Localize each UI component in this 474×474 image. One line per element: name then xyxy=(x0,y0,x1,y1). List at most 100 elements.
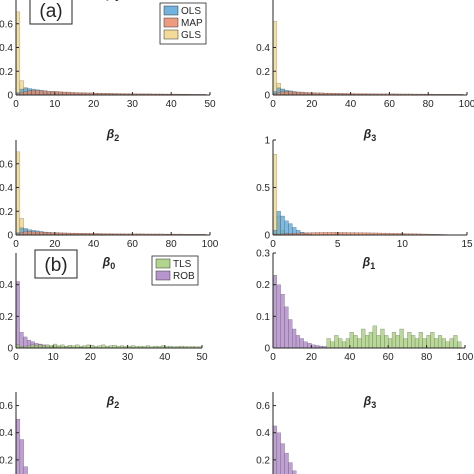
x-tick-label: 100 xyxy=(459,99,474,110)
y-tick-label: 0.2 xyxy=(0,67,13,78)
bar-map xyxy=(23,231,28,236)
bar-tls xyxy=(364,335,370,349)
bar-rob xyxy=(19,439,24,474)
bar-rob xyxy=(19,331,24,349)
bar-map xyxy=(42,90,48,96)
series-map xyxy=(15,90,207,96)
bar-map xyxy=(284,91,289,96)
x-tick-label: 20 xyxy=(306,352,318,363)
chart-panel-b-beta2: 00.20.40.6β2 xyxy=(0,392,119,474)
y-tick-label: 0.5 xyxy=(256,183,270,194)
series-map xyxy=(15,231,207,236)
y-tick-label: 0.3 xyxy=(256,249,270,260)
x-tick-label: 80 xyxy=(166,239,178,250)
legend-swatch-ols xyxy=(163,5,179,16)
bar-tls xyxy=(453,335,458,349)
bar-tls xyxy=(403,338,408,349)
bar-rob xyxy=(276,432,281,474)
x-tick-label: 40 xyxy=(345,99,357,110)
panel-title: β3 xyxy=(363,394,376,410)
bar-gls xyxy=(15,11,21,96)
bar-tls xyxy=(361,328,366,349)
panel-title: β0 xyxy=(102,255,115,271)
bar-ols xyxy=(284,220,289,236)
legend-swatch-map xyxy=(163,17,179,28)
chart-panel-a-beta1: 0 20 40 60 80 100 0 0.2 0.4 xyxy=(256,0,474,110)
x-tick-label: 0 xyxy=(270,99,276,110)
bar-map xyxy=(35,90,40,96)
bar-map xyxy=(27,90,32,96)
x-tick-label: 30 xyxy=(122,352,134,363)
bar-rob xyxy=(303,341,308,349)
y-tick-label: 0 xyxy=(7,231,13,242)
x-tick-label: 100 xyxy=(202,239,219,250)
bar-tls xyxy=(334,335,339,349)
bar-rob xyxy=(299,338,304,349)
bar-rob xyxy=(284,452,289,474)
bar-tls xyxy=(418,331,423,349)
bar-tls xyxy=(430,331,435,349)
legend-swatch-tls xyxy=(155,258,171,269)
panel-title: β3 xyxy=(363,127,376,143)
bar-rob xyxy=(272,274,278,349)
x-tick-label: 0 xyxy=(13,352,19,363)
panel-title: β0 xyxy=(106,0,119,3)
legend-label-rob: ROB xyxy=(173,271,195,282)
x-tick-label: 5 xyxy=(335,239,341,250)
panel-title: β2 xyxy=(106,394,119,410)
bar-map xyxy=(23,91,28,96)
x-tick-label: 20 xyxy=(306,99,318,110)
x-tick-label: 50 xyxy=(204,99,216,110)
y-tick-label: 0.2 xyxy=(256,67,270,78)
bar-tls xyxy=(445,341,450,349)
series-ols xyxy=(272,211,312,236)
series-map xyxy=(272,91,464,96)
panel-a-label-box xyxy=(29,0,73,25)
bar-tls xyxy=(407,331,412,349)
x-tick-label: 40 xyxy=(166,99,178,110)
bar-map xyxy=(27,231,32,236)
bar-tls xyxy=(357,338,362,349)
bar-tls xyxy=(345,338,350,349)
bar-tls xyxy=(399,328,404,349)
x-tick-label: 60 xyxy=(384,99,396,110)
bar-map xyxy=(288,91,293,96)
y-tick-label: 0 xyxy=(264,91,270,102)
bar-tls xyxy=(449,338,454,349)
bar-gls xyxy=(15,151,21,236)
panel-a-label-text: (a) xyxy=(39,1,62,22)
x-tick-label: 0 xyxy=(13,239,19,250)
x-tick-label: 20 xyxy=(85,352,97,363)
bar-tls xyxy=(434,338,439,349)
bar-rob xyxy=(292,328,297,349)
series-rob xyxy=(272,274,327,349)
legend-swatch-rob xyxy=(155,270,171,281)
x-tick-label: 15 xyxy=(461,239,473,250)
chart-panel-a-beta2: 0 20 40 60 80 100 0 0.2 0.4 0.6 β2 xyxy=(0,127,219,250)
y-tick-label: 0.4 xyxy=(0,280,13,291)
legend-label-map: MAP xyxy=(181,18,203,29)
series-gls xyxy=(15,151,75,236)
y-tick-label: 0.4 xyxy=(256,428,270,439)
y-tick-label: 0.4 xyxy=(256,43,270,54)
bar-tls xyxy=(388,338,393,349)
panel-b-label-box xyxy=(34,249,78,279)
y-tick-label: 0 xyxy=(264,231,270,242)
bar-map xyxy=(39,90,44,96)
bar-map xyxy=(280,91,285,96)
y-tick-label: 0 xyxy=(7,91,13,102)
x-tick-label: 40 xyxy=(344,352,356,363)
bar-rob xyxy=(280,443,285,474)
x-tick-label: 20 xyxy=(88,99,100,110)
series-gls xyxy=(272,21,332,96)
x-tick-label: 10 xyxy=(48,352,60,363)
x-tick-label: 0 xyxy=(270,352,276,363)
y-tick-label: 0.2 xyxy=(256,455,270,466)
legend-label-tls: TLS xyxy=(173,259,192,270)
legend-label-ols: OLS xyxy=(181,6,201,17)
